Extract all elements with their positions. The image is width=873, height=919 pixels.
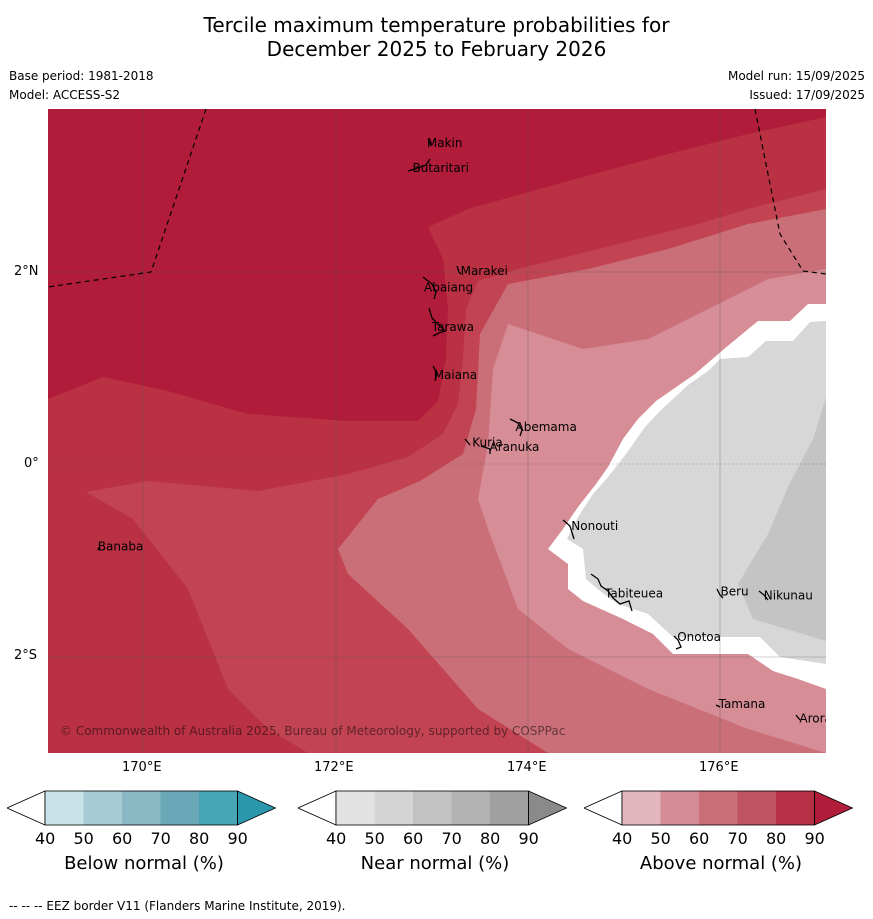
- colorbar-tick: 60: [689, 829, 710, 848]
- colorbar-low-extension: [298, 790, 337, 826]
- colorbar-segment: [160, 791, 199, 825]
- island-label-beru: Beru: [721, 585, 749, 599]
- colorbar-segment: [490, 791, 529, 825]
- colorbar-segment: [413, 791, 452, 825]
- colorbar-tick: 70: [150, 829, 171, 848]
- island-labels: Makin Butaritari Marakei Abaiang Tarawa Maian…: [98, 136, 826, 726]
- title-line-1: Tercile maximum temperature probabilitie…: [203, 13, 670, 37]
- island-label-aranuka: Aranuka: [490, 440, 540, 454]
- colorbar-outline: [621, 790, 815, 826]
- colorbar-segment: [776, 791, 815, 825]
- island-label-nikunau: Nikunau: [764, 588, 813, 602]
- colorbar-tick: 50: [364, 829, 385, 848]
- banaba-marker: [97, 547, 101, 551]
- colorbar-high-extension: [237, 790, 277, 826]
- eez-border: [48, 109, 826, 288]
- colorbar-segment: [374, 791, 413, 825]
- colorbar-tick: 40: [326, 829, 347, 848]
- island-label-marakei: Marakei: [461, 264, 508, 278]
- colorbar-segment: [699, 791, 738, 825]
- lon-tick-170e: 170°E: [122, 760, 162, 775]
- colorbar-tick: 40: [612, 829, 633, 848]
- island-label-onotoa: Onotoa: [677, 630, 721, 644]
- lat-tick-2s: 2°S: [14, 648, 38, 663]
- colorbar-segment: [45, 791, 84, 825]
- colorbar-low-extension: [7, 790, 46, 826]
- title-line-2: December 2025 to February 2026: [266, 37, 607, 61]
- model-name: Model: ACCESS-S2: [9, 88, 121, 102]
- colorbar-tick: 80: [766, 829, 787, 848]
- colorbar-segment: [336, 791, 375, 825]
- lon-tick-174e: 174°E: [507, 760, 547, 775]
- colorbar-low-extension: [584, 790, 623, 826]
- model-run: Model run: 15/09/2025: [727, 69, 865, 83]
- lat-tick-0: 0°: [24, 456, 39, 471]
- island-label-arorae: Arorae: [799, 712, 826, 726]
- island-label-kuria: Kuria: [472, 435, 503, 449]
- eez-legend-footer: -- -- -- EEZ border V11 (Flanders Marine…: [9, 899, 346, 913]
- island-label-nonouti: Nonouti: [571, 519, 618, 533]
- colorbar-segment: [451, 791, 490, 825]
- colorbar-segment: [622, 791, 661, 825]
- lon-tick-172e: 172°E: [314, 760, 354, 775]
- colorbar-tick: 60: [403, 829, 424, 848]
- island-label-banaba: Banaba: [98, 539, 144, 553]
- colorbar-high-extension: [528, 790, 568, 826]
- colorbar-tick: 50: [73, 829, 94, 848]
- colorbar-near-normal: [298, 790, 568, 826]
- colorbar-segment: [660, 791, 699, 825]
- colorbar-tick: 80: [189, 829, 210, 848]
- colorbar-above-label: Above normal (%): [639, 853, 803, 874]
- island-label-tabiteuea: Tabiteuea: [604, 586, 663, 600]
- colorbar-segment: [199, 791, 238, 825]
- probability-map[interactable]: Makin Butaritari Marakei Abaiang Tarawa Maian…: [48, 109, 826, 753]
- base-period: Base period: 1981-2018: [9, 69, 154, 83]
- colorbar-high-extension: [814, 790, 854, 826]
- zone-near-60: [738, 397, 826, 641]
- island-label-abaiang: Abaiang: [424, 280, 473, 294]
- island-label-abemama: Abemama: [516, 420, 577, 434]
- colorbar-outline: [44, 790, 238, 826]
- island-shapes: [407, 140, 801, 721]
- lon-tick-176e: 176°E: [699, 760, 739, 775]
- colorbar-tick: 90: [804, 829, 825, 848]
- colorbar-tick: 80: [480, 829, 501, 848]
- colorbar-segment: [737, 791, 776, 825]
- colorbar-segment: [122, 791, 161, 825]
- island-label-tamana: Tamana: [718, 697, 766, 711]
- colorbar-below-normal: [7, 790, 277, 826]
- colorbar-outline: [335, 790, 529, 826]
- colorbar-tick: 50: [650, 829, 671, 848]
- colorbar-tick: 70: [441, 829, 462, 848]
- island-label-butaritari: Butaritari: [413, 161, 470, 175]
- colorbar-tick: 90: [227, 829, 248, 848]
- colorbar-tick: 70: [727, 829, 748, 848]
- island-label-tarawa: Tarawa: [431, 320, 474, 334]
- colorbar-below-label: Below normal (%): [64, 853, 224, 874]
- colorbar-segment: [83, 791, 122, 825]
- island-label-makin: Makin: [427, 136, 463, 150]
- colorbar-above-normal: [584, 790, 854, 826]
- colorbar-near-label: Near normal (%): [360, 853, 510, 874]
- lat-tick-2n: 2°N: [14, 264, 39, 279]
- island-label-maiana: Maiana: [434, 368, 477, 382]
- colorbar-tick: 40: [35, 829, 56, 848]
- graticule: [48, 109, 826, 753]
- colorbar-tick: 90: [518, 829, 539, 848]
- copyright-text: © Commonwealth of Australia 2025, Bureau…: [60, 724, 565, 738]
- colorbar-tick: 60: [112, 829, 133, 848]
- issued-date: Issued: 17/09/2025: [749, 88, 865, 102]
